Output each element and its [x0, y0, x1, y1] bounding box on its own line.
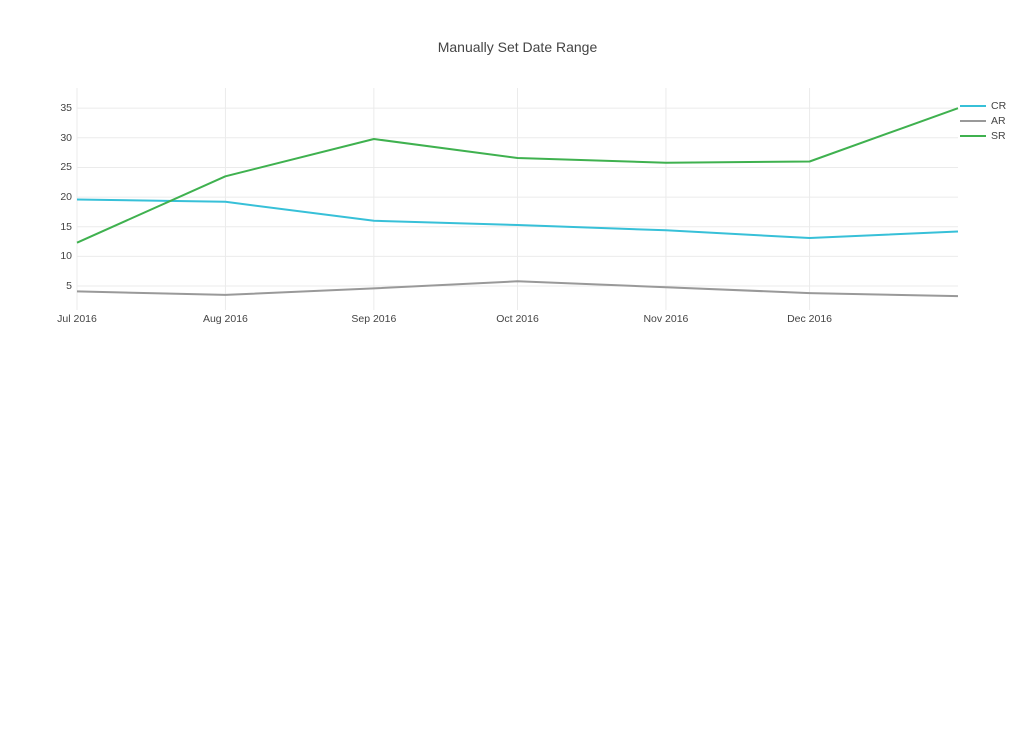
x-tick-label: Aug 2016 — [202, 313, 248, 325]
y-tick-label: 15 — [60, 220, 72, 233]
x-tick-label: Dec 2016 — [787, 313, 833, 325]
x-tick-label: Jul 2016 — [57, 313, 97, 325]
y-tick-label: 25 — [60, 161, 72, 174]
legend: CR AR SR — [960, 98, 1006, 143]
y-tick-label: 30 — [60, 131, 72, 144]
legend-item-SR[interactable]: SR — [960, 128, 1006, 143]
y-tick-label: 10 — [60, 250, 72, 263]
series-line-CR — [76, 198, 959, 239]
series-line-AR — [76, 280, 959, 298]
x-tick-label: Sep 2016 — [351, 313, 397, 325]
chart-title: Manually Set Date Range — [437, 39, 598, 55]
legend-label: CR — [991, 99, 1007, 112]
legend-item-AR[interactable]: AR — [960, 113, 1006, 128]
legend-label: SR — [991, 129, 1006, 142]
legend-item-CR[interactable]: CR — [960, 98, 1006, 113]
y-tick-label: 5 — [66, 280, 72, 293]
y-tick-label: 20 — [60, 191, 72, 204]
legend-swatch-AR — [960, 119, 986, 122]
legend-swatch-SR — [960, 134, 986, 137]
y-tick-label: 35 — [60, 102, 72, 115]
x-tick-label: Oct 2016 — [496, 313, 539, 325]
legend-label: AR — [991, 114, 1006, 127]
x-tick-label: Nov 2016 — [643, 313, 689, 325]
legend-swatch-CR — [960, 104, 986, 107]
series-line-SR — [76, 107, 959, 244]
